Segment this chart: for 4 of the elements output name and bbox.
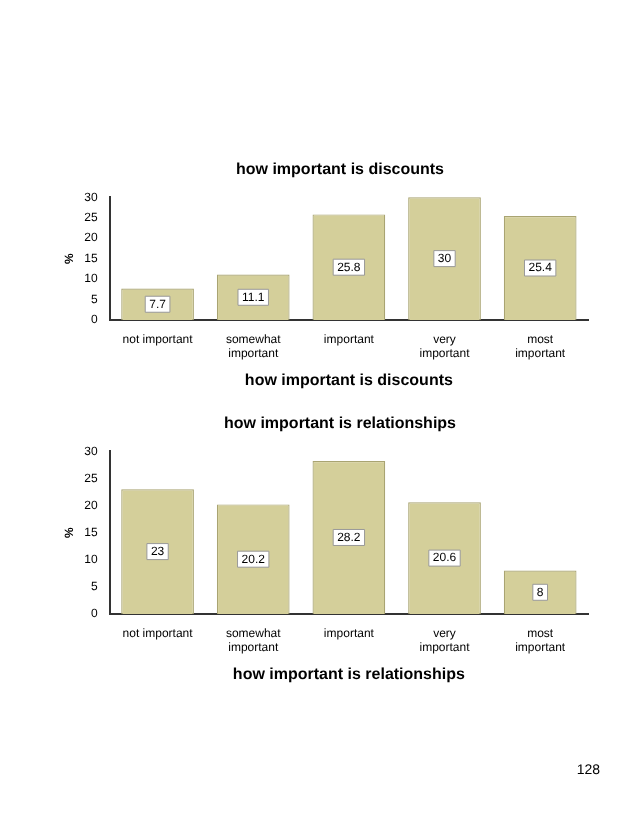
x-axis-title: how important is relationships: [232, 664, 466, 683]
chart-title: how important is relationships: [221, 414, 458, 436]
chart-title: how important is discounts: [233, 160, 446, 182]
x-axis-title: how important is discounts: [244, 370, 454, 389]
